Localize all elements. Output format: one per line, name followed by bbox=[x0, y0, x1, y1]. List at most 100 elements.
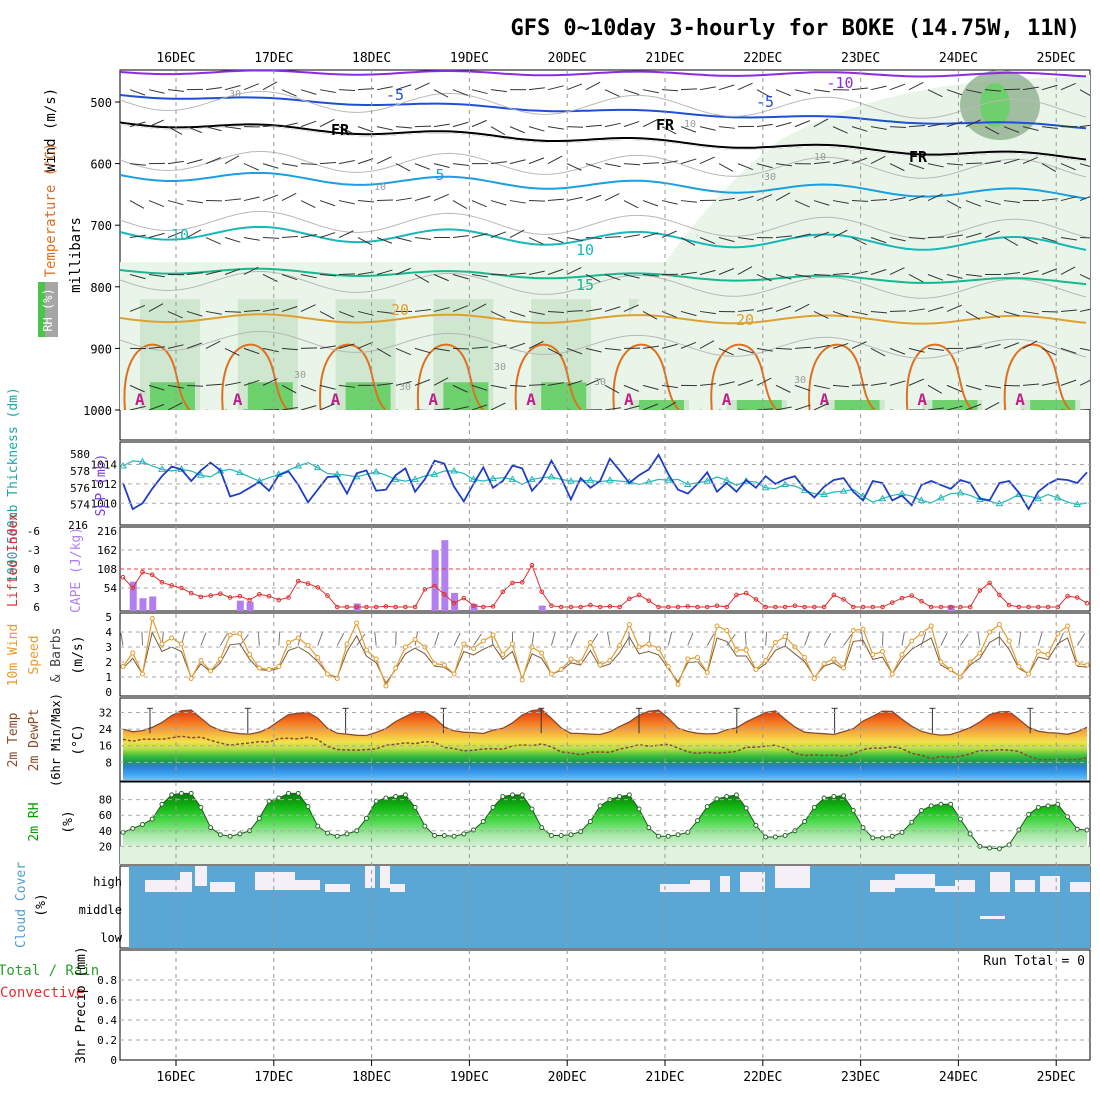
wind-barb bbox=[1003, 126, 1020, 133]
rh-point bbox=[315, 823, 321, 829]
cape-bar bbox=[441, 540, 449, 611]
wind-barb bbox=[224, 237, 241, 243]
wind-barb bbox=[415, 409, 430, 410]
wind-speed-point bbox=[159, 641, 165, 647]
rh-point bbox=[860, 825, 866, 831]
wind-speed-point bbox=[675, 682, 681, 687]
wind-barb bbox=[927, 193, 943, 202]
rh-point bbox=[782, 832, 788, 838]
wind-barb bbox=[319, 118, 335, 128]
lifted-index-point bbox=[773, 604, 778, 610]
wind-barb bbox=[813, 344, 830, 349]
wind-speed-point bbox=[120, 664, 126, 669]
wind-barb bbox=[1041, 163, 1057, 173]
wind-barb bbox=[661, 126, 677, 135]
lifted-index-point bbox=[149, 572, 155, 578]
lifted-index-point bbox=[461, 595, 467, 601]
cape-bar bbox=[246, 601, 254, 611]
cape-ytick: 54 bbox=[104, 582, 118, 595]
sounding-ytick: 800 bbox=[90, 281, 112, 295]
wind-barb bbox=[1079, 379, 1090, 386]
wind-barb-10m bbox=[356, 633, 366, 646]
wind-barb bbox=[547, 268, 564, 275]
rh-point bbox=[402, 792, 408, 798]
wind-barb bbox=[1041, 381, 1058, 386]
wind-barb-10m bbox=[257, 631, 260, 646]
cloud-cover-gap bbox=[295, 880, 320, 890]
wind-barb bbox=[281, 89, 297, 97]
wind-barb-10m bbox=[239, 634, 249, 646]
wind-barb bbox=[1022, 270, 1039, 275]
rh-point bbox=[130, 825, 136, 831]
wind-speed-point bbox=[880, 649, 886, 654]
thickness-point bbox=[430, 470, 439, 477]
wind-barb bbox=[205, 157, 222, 165]
wind-barb bbox=[832, 310, 849, 318]
wind-barb bbox=[585, 274, 601, 283]
wind-barb-10m bbox=[765, 631, 768, 646]
wind-speed-point bbox=[704, 670, 710, 675]
wind-barb bbox=[775, 122, 792, 128]
wind-barb bbox=[243, 196, 260, 202]
wind-barb bbox=[870, 237, 887, 244]
wind-barb bbox=[794, 404, 811, 410]
wind-barb bbox=[775, 163, 792, 167]
isotherm-label: -5 bbox=[756, 93, 774, 111]
wind-barb bbox=[566, 380, 583, 386]
wind-barb bbox=[205, 270, 222, 275]
wind-barb bbox=[187, 409, 189, 410]
rh-point bbox=[441, 832, 447, 838]
wind-speed-point bbox=[597, 662, 603, 668]
wind-barb-10m bbox=[940, 632, 948, 646]
lifted-index-point bbox=[743, 590, 749, 596]
wind-speed-point bbox=[149, 616, 155, 621]
isotherm-label: FR bbox=[909, 148, 928, 166]
wind-barb bbox=[1079, 196, 1090, 202]
wind-barb bbox=[1022, 340, 1038, 349]
wind-barb bbox=[813, 161, 830, 165]
rh-point bbox=[636, 806, 642, 812]
rh-ylabel-2: (%) bbox=[61, 810, 76, 833]
wind-barb bbox=[661, 200, 678, 205]
wind-barb bbox=[262, 307, 279, 312]
cape-top-tick: 216 bbox=[68, 519, 88, 532]
wind-barb bbox=[395, 347, 411, 356]
wind-speed-point bbox=[217, 656, 223, 662]
wind-barb bbox=[718, 381, 735, 386]
isotherm-label: 15 bbox=[576, 276, 594, 294]
wind-barb bbox=[471, 200, 487, 208]
wind-barb bbox=[851, 270, 868, 275]
wind-barb bbox=[281, 347, 298, 351]
isotherm-25-loop bbox=[710, 343, 778, 410]
temp-ylabel-1: 2m Temp bbox=[6, 712, 21, 767]
wind-barb bbox=[794, 233, 811, 239]
rh-point bbox=[208, 825, 214, 831]
wind-barb bbox=[699, 310, 716, 315]
wind-barb bbox=[775, 235, 792, 239]
thickness-ytick: 578 bbox=[70, 465, 90, 478]
wind-barb bbox=[1060, 347, 1077, 354]
wind-barb-10m bbox=[219, 633, 228, 646]
lifted-index-point bbox=[140, 569, 145, 575]
wind-barb bbox=[300, 384, 317, 392]
wind-ytick: 1 bbox=[105, 671, 112, 684]
isotherm-label: -10 bbox=[826, 74, 853, 92]
wind-barb bbox=[719, 409, 722, 410]
rh-point bbox=[880, 835, 886, 841]
sounding-ylabel-mb: millibars bbox=[68, 217, 84, 293]
cape-ytick: 108 bbox=[97, 563, 117, 576]
wind-barb bbox=[813, 89, 830, 93]
rh-point bbox=[422, 823, 428, 829]
wind-barb bbox=[414, 347, 431, 354]
wind-barb bbox=[281, 163, 298, 167]
wind-barb bbox=[1003, 272, 1020, 275]
isotherm-25-loop bbox=[319, 343, 387, 410]
lifted-index-point bbox=[899, 595, 905, 601]
wind-barb bbox=[699, 86, 716, 91]
wind-barb bbox=[661, 89, 678, 92]
wind-barb bbox=[908, 237, 925, 240]
thickness-point bbox=[1034, 494, 1043, 502]
wind-barb bbox=[547, 347, 563, 357]
rh-point bbox=[471, 827, 477, 833]
lifted-index-point bbox=[665, 604, 671, 610]
